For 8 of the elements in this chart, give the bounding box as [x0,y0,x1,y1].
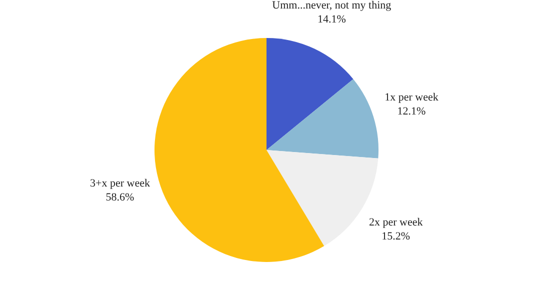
slice-label: 3+x per week [90,177,150,190]
data-label: 58.6% [106,191,134,204]
slice-label: Umm...never, not my thing [272,0,392,12]
data-label: 15.2% [382,230,410,243]
data-label: 14.1% [317,14,346,26]
slice-label: 2x per week [368,216,424,229]
data-label: 12.1% [397,105,426,118]
slice-label: 1x per week [384,91,439,104]
